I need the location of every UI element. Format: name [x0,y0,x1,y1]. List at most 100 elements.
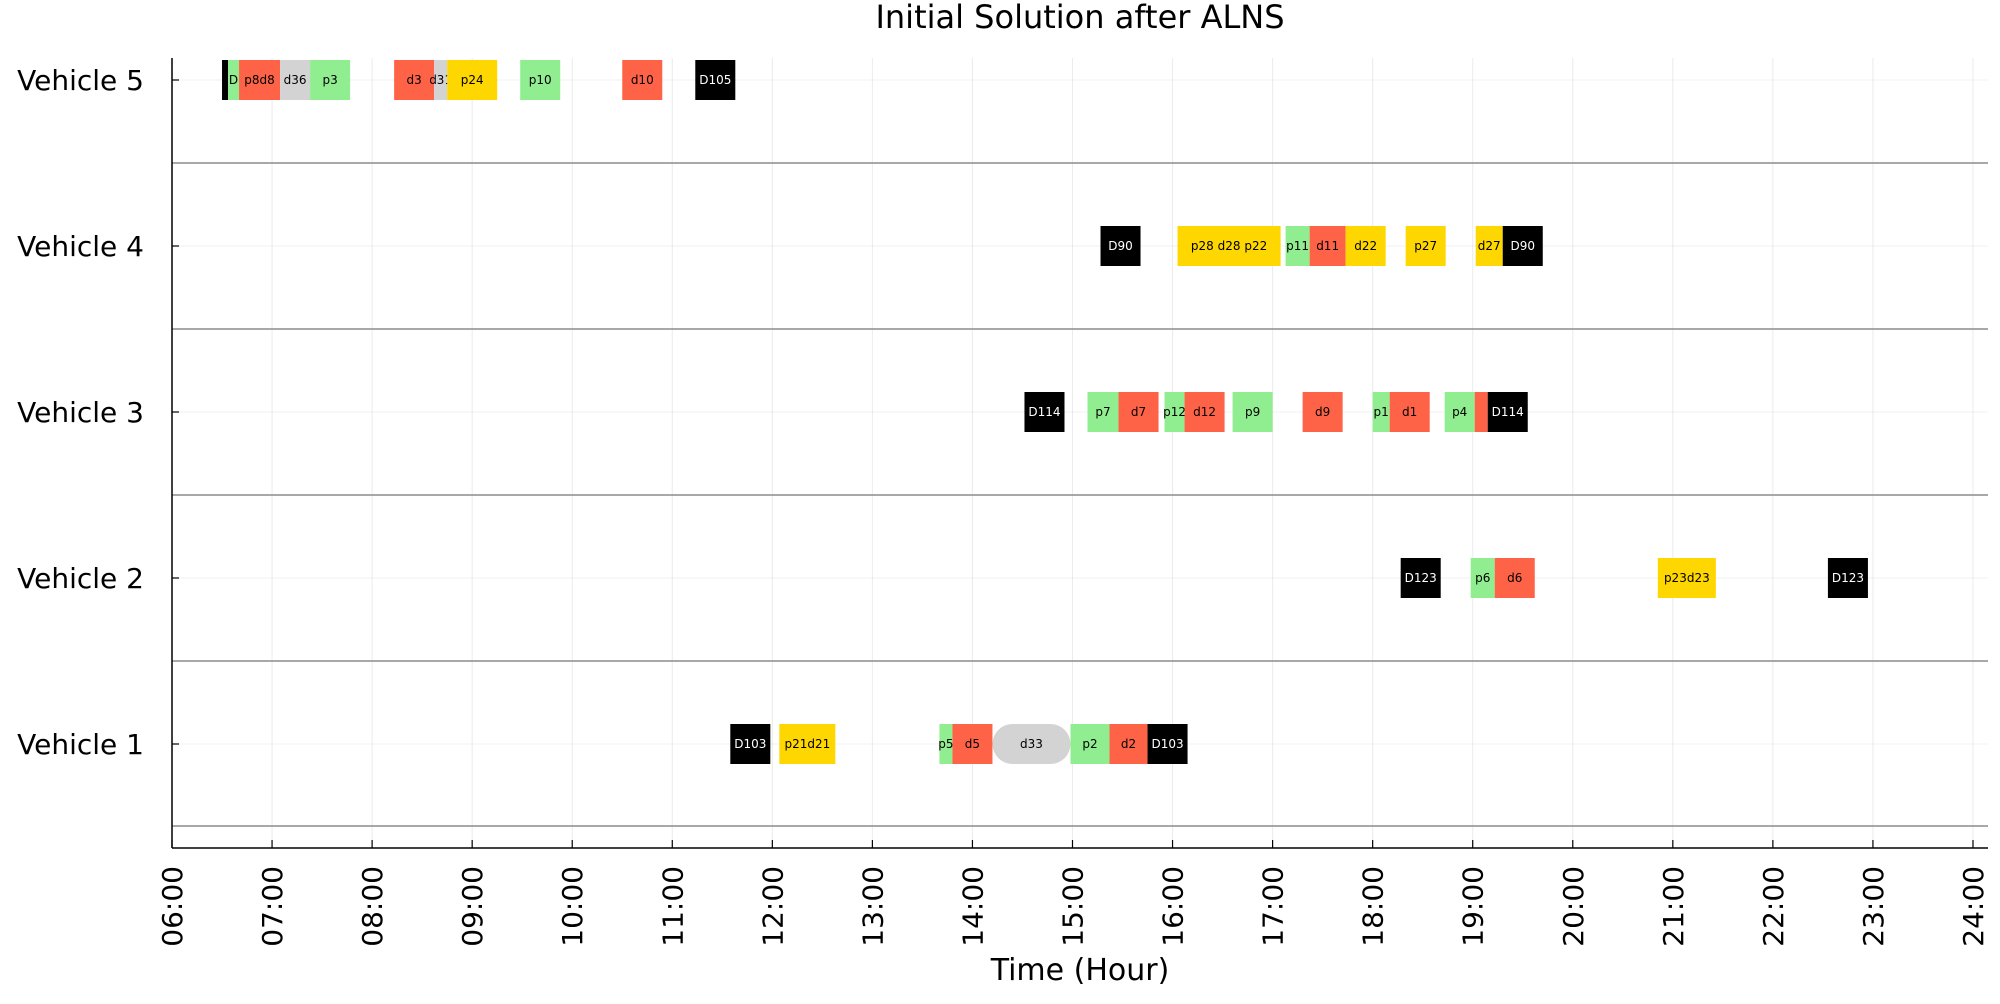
vehicle-labels: Vehicle 5 Vehicle 4 Vehicle 3 Vehicle 2 Vehi… [17,64,144,761]
segment-label: D90 [1108,239,1133,253]
row-separators [172,162,1988,827]
segment-bar-depot [1827,558,1868,598]
segment-label: D103 [734,737,766,751]
segment-label: p21d21 [784,737,830,751]
segment-label: D123 [1405,571,1437,585]
segment-bar-inter [1345,226,1386,266]
segment-bar-depot [222,60,229,100]
segment-bar-depot [695,60,736,100]
segment-bar-pickup [1070,724,1110,764]
segment-bar-pickup [939,724,953,764]
segment-label: D90 [1510,239,1535,253]
segment-bar-delivery [952,724,993,764]
segment-bar-delivery [622,60,663,100]
segment-bar-inter [1475,226,1503,266]
x-tick-label: 14:00 [956,866,989,947]
segment-bar-delivery [394,60,435,100]
x-tick-label: 23:00 [1857,866,1890,947]
segment-label: p9 [1245,405,1260,419]
segment-bar-delivery [1109,724,1148,764]
segment-label: p5 [938,737,953,751]
axes [171,58,1988,849]
segment-bar-delivery [1494,558,1535,598]
segment-label: d5 [965,737,980,751]
segment-label: p3 [322,73,337,87]
vehicle-label: Vehicle 3 [17,396,144,429]
segment-label: p24 [461,73,484,87]
chart-title: Initial Solution after ALNS [875,0,1284,36]
segment-label: p27 [1414,239,1437,253]
vehicle-label: Vehicle 1 [17,728,144,761]
x-tick-label: 19:00 [1457,866,1490,947]
x-tick-label: 22:00 [1757,866,1790,947]
segment-label: p28 d28 p22 [1191,239,1267,253]
x-tick-label: 07:00 [256,866,289,947]
segment-label: d1 [1402,405,1417,419]
segment-label: p1 [1374,405,1389,419]
segment-label: d10 [631,73,654,87]
segment-bar-pickup [1285,226,1310,266]
x-tick-label: 17:00 [1257,866,1290,947]
segment-bar-inter [1405,226,1446,266]
segment-label: d31 [429,73,452,87]
segment-bar-depot [1100,226,1141,266]
x-tick-label: 09:00 [456,866,489,947]
x-tick-label: 18:00 [1357,866,1390,947]
x-tick-label: 08:00 [356,866,389,947]
segment-bar-depot [1502,226,1543,266]
segment-bar-inter [1657,558,1716,598]
segment-bar-pickup [520,60,561,100]
segment-bar-pickup [1164,392,1185,432]
segment-label: d7 [1131,405,1146,419]
segment-label: D [229,73,238,87]
x-tick-label: 12:00 [756,866,789,947]
segment-label: D103 [1151,737,1183,751]
segment-bar-delivery [239,60,281,100]
segment-bar-delivery [1309,226,1346,266]
segment-label: D105 [699,73,731,87]
segment-label: p4 [1452,405,1467,419]
segment-label: d22 [1354,239,1377,253]
segment-label: D123 [1832,571,1864,585]
segment-label: d2 [1121,737,1136,751]
segment-bar-pickup [1444,392,1475,432]
segment-label: d27 [1478,239,1501,253]
segment-label: d11 [1316,239,1339,253]
segment-bar-delivery [1389,392,1430,432]
segment-bar-pickup [1232,392,1273,432]
vehicle-label: Vehicle 2 [17,562,144,595]
segment-label: p8d8 [244,73,275,87]
segment-label: p12 [1163,405,1186,419]
segment-bar-depot [1024,392,1065,432]
vehicle-label: Vehicle 5 [17,64,144,97]
segment-label: d3 [407,73,422,87]
x-tick-labels: 06:00 07:00 08:00 09:00 10:00 11:00 12:00 13:00… [156,866,1990,947]
segment-label: D114 [1492,405,1524,419]
segment-label: d33 [1020,737,1043,751]
x-axis-label: Time (Hour) [990,953,1170,988]
segment-bar-wait [992,724,1071,764]
segment-label: d12 [1193,405,1216,419]
segment-bar-pickup [1372,392,1390,432]
segment-label: p7 [1095,405,1110,419]
segment-label: p23d23 [1664,571,1710,585]
x-tick-label: 13:00 [856,866,889,947]
segment-bar-inter [447,60,498,100]
segment-bar-wait [434,60,448,100]
segment-bar-inter [779,724,836,764]
x-tick-label: 10:00 [556,866,589,947]
segment-bar-wait [280,60,311,100]
vehicle-label: Vehicle 4 [17,230,144,263]
segment-bar-pickup [228,60,240,100]
x-tick-label: 11:00 [656,866,689,947]
x-tick-label: 06:00 [156,866,189,947]
x-tick-label: 16:00 [1157,866,1190,947]
segment-bar-depot [1400,558,1441,598]
segment-label: p10 [529,73,552,87]
segment-bar-depot [730,724,771,764]
segment-bar-depot [1487,392,1528,432]
x-tick-label: 20:00 [1557,866,1590,947]
